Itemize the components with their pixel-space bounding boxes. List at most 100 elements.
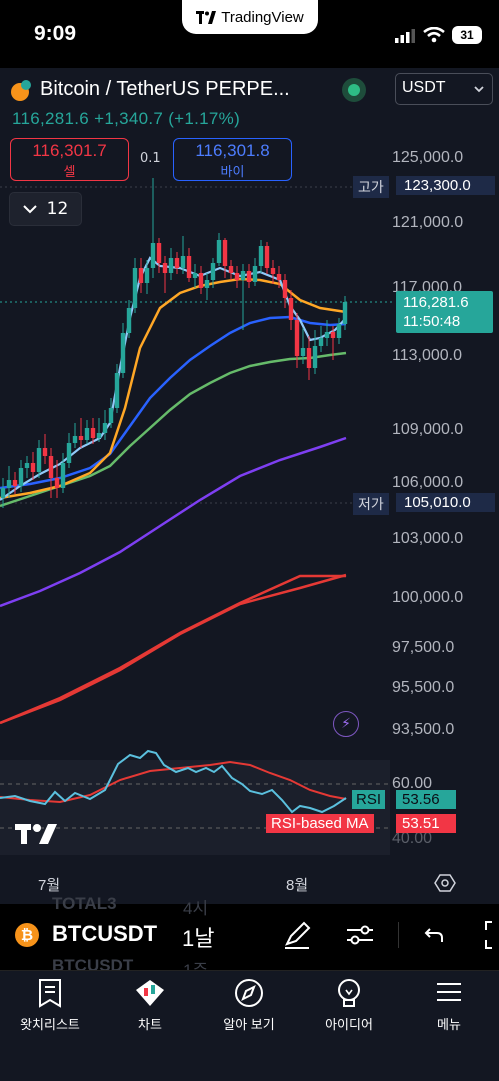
candle-body [186,256,192,278]
candle-body [138,268,144,283]
buy-button[interactable]: 116,301.8 바이 [173,138,292,181]
ghost-timeframe: 4시 [183,899,209,918]
symbol-bar [0,904,499,970]
candle-body [306,348,312,368]
timeframe-selector[interactable]: 1날 [182,926,215,951]
candle-body [78,436,84,440]
candle-body [246,271,252,282]
undo-icon[interactable] [423,924,445,946]
live-badge-icon [21,80,31,90]
rsi-pane-bg [0,760,390,855]
candle-body [318,338,324,346]
rsi-value-tag: 53.56 [396,790,456,809]
buy-label: 바이 [220,164,245,179]
nav-explore-label: 알아 보기 [223,1017,275,1032]
ma-red-line-2 [0,573,347,725]
candle-body [12,480,18,486]
ghost-symbol: TOTAL3 [52,894,117,913]
candle-body [18,468,24,486]
tradingview-pill[interactable]: TradingView [182,0,318,34]
month-label-aug: 8월 [286,877,309,894]
chart-icon [136,980,164,1006]
candle-body [114,373,120,408]
axis-label: 100,000.0 [392,589,464,606]
candle-body [120,333,126,373]
candle-body [72,436,78,443]
price-change-pct: (+1.17%) [168,109,241,128]
wifi-icon [423,27,445,43]
indicators-sliders-icon[interactable] [345,922,375,948]
candle-body [216,240,222,263]
candle-body [258,246,264,266]
nav-watchlist[interactable]: 왓치리스트 [0,978,100,1033]
candle-body [90,428,96,438]
nav-chart[interactable]: 차트 [100,978,200,1033]
rsi-ma-label-tag: RSI-based MA [266,814,374,833]
drawing-pen-icon[interactable] [283,920,311,950]
candle-body [240,271,246,280]
tradingview-logo-icon [196,10,217,24]
candle-body [222,240,228,266]
sell-button[interactable]: 116,301.7 셀 [10,138,129,181]
candle-body [234,273,240,280]
fullscreen-icon[interactable] [482,920,499,950]
ma-purple-line [0,436,347,608]
battery-icon: 31 [452,26,482,44]
chevron-down-icon [474,86,484,93]
candle-body [84,428,90,440]
axis-label: 106,000.0 [392,474,464,491]
indicators-collapse-toggle[interactable]: 12 [9,192,82,226]
lightning-icon[interactable]: ⚡ [333,711,359,737]
settings-hexagon-icon[interactable] [434,872,456,894]
axis-label: 97,500.0 [392,639,455,656]
axis-label: 103,000.0 [392,530,464,547]
axis-label: 93,500.0 [392,721,455,738]
candle-body [288,298,294,320]
high-tag-value: 123,300.0 [396,176,495,195]
rsi-label-tag: RSI [352,790,386,809]
candle-body [60,463,66,488]
candle-body [282,280,288,298]
ma-red-line [0,574,346,725]
candle-body [54,478,60,488]
candle-body [198,273,204,288]
candle-body [66,443,72,463]
candle-body [126,308,132,333]
symbol-title[interactable]: Bitcoin / TetherUS PERPE... [40,78,290,100]
market-open-indicator[interactable] [342,78,366,102]
candle-body [180,256,186,268]
candle-body [132,268,138,308]
nav-watchlist-label: 왓치리스트 [20,1017,80,1032]
bar-countdown: 11:50:48 [403,313,461,330]
nav-ideas-label: 아이디어 [325,1017,373,1032]
price-summary: 116,281.6 +1,340.7 (+1.17%) [12,109,240,129]
spread-value: 0.1 [140,151,161,166]
currency-select[interactable]: USDT [395,73,493,105]
candle-body [96,433,102,438]
candle-body [324,332,330,338]
candle-body [102,423,108,433]
low-tag-value: 105,010.0 [396,493,495,512]
signal-icon [395,29,415,43]
rsi-line [0,749,347,814]
candle-body [276,274,282,280]
symbol-selector[interactable]: BTCUSDT [52,921,158,946]
axis-label: 113,000.0 [392,347,462,364]
compass-icon [235,979,263,1007]
buy-price: 116,301.8 [195,141,270,160]
high-tag-label: 고가 [353,176,389,198]
candle-body [6,480,12,488]
price-chart-canvas[interactable] [0,68,499,918]
bitcoin-coin-icon: ₿ [15,923,39,947]
nav-explore[interactable]: 알아 보기 [199,978,299,1033]
nav-ideas[interactable]: 아이디어 [299,978,399,1033]
candle-body [312,346,318,368]
candle-body [48,456,54,478]
last-price: 116,281.6 [12,109,90,128]
axis-label: 121,000.0 [392,214,464,231]
nav-menu-label: 메뉴 [437,1017,461,1032]
current-price-tag: 116,281.6 11:50:48 [396,291,493,333]
candle-body [108,408,114,423]
nav-menu[interactable]: 메뉴 [399,978,499,1033]
candle-body [42,448,48,456]
